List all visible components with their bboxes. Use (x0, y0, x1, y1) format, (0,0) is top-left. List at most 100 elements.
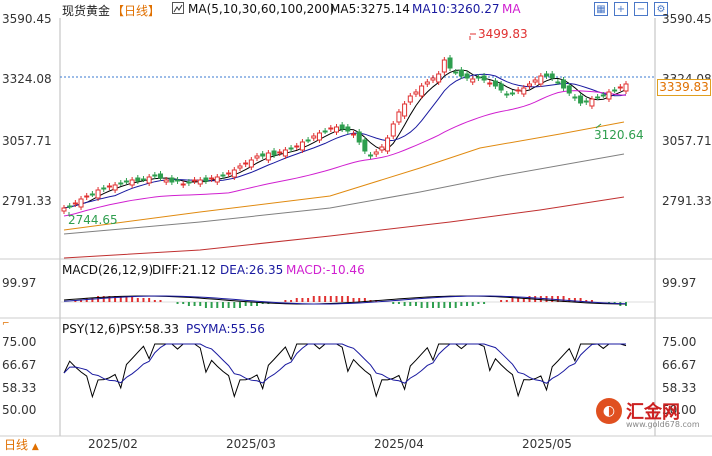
candle-body (186, 181, 192, 184)
candle-body (339, 124, 345, 130)
price-axis-right-4: 2791.33 (662, 194, 712, 208)
candle-body (402, 103, 408, 117)
ma5-line (63, 69, 627, 209)
candle-body (288, 147, 294, 150)
macd-dea-line (63, 295, 627, 305)
candle-body (311, 135, 317, 139)
price-axis-left-3: 3057.71 (2, 134, 52, 148)
psy-axis-left-2: 66.67 (2, 358, 37, 372)
candle-body (492, 80, 498, 87)
candle-body (396, 111, 402, 123)
candle-body (158, 173, 164, 179)
psy-value: PSY:58.33 (120, 322, 179, 336)
candle-body (549, 73, 555, 79)
ma10-value: MA10:3260.27 (412, 2, 500, 16)
candle-body (509, 92, 515, 95)
psy-axis-left-3: 58.33 (2, 381, 37, 395)
candle-body (623, 83, 629, 92)
candle-body (78, 198, 84, 208)
candle-body (180, 183, 186, 186)
ma100-line (63, 153, 625, 235)
zoom-out-icon[interactable]: − (634, 2, 648, 16)
candle-body (265, 152, 271, 161)
candle-body (430, 77, 436, 81)
candle-body (436, 73, 442, 83)
candle-body (470, 78, 476, 83)
price-axis-left-4: 2791.33 (2, 194, 52, 208)
candle-body (481, 75, 487, 81)
zoom-in-icon[interactable]: + (614, 2, 628, 16)
candle-body (407, 95, 413, 103)
period-selector-label: 日线 (4, 438, 29, 452)
triangle-up-icon: ▲ (31, 442, 39, 452)
candle-body (220, 174, 226, 177)
x-axis-label-mar: 2025/03 (226, 437, 276, 451)
ma-params-label[interactable]: MA(5,10,30,60,100,200) (188, 2, 335, 16)
psy-title[interactable]: PSY(12,6) (62, 322, 121, 336)
candle-body (373, 151, 379, 155)
candle-body (544, 73, 550, 77)
period-selector[interactable]: 日线 ▲ (0, 436, 52, 454)
candle-body (118, 182, 124, 185)
candle-body (197, 179, 203, 185)
candle-body (237, 165, 243, 169)
candle-body (192, 179, 198, 182)
start-low-annotation: 2744.65 (68, 213, 118, 227)
candle-body (282, 149, 288, 157)
candle-body (447, 57, 453, 69)
candle-body (453, 71, 459, 74)
symbol-name: 现货黄金 (62, 4, 111, 18)
ma200-line (63, 196, 625, 259)
candle-body (498, 83, 504, 91)
candle-body (419, 85, 425, 97)
candle-body (356, 131, 362, 143)
candle-body (504, 93, 510, 96)
grid-icon[interactable]: ▦ (594, 2, 608, 16)
candle-body (260, 153, 266, 157)
candle-body (254, 155, 260, 159)
candle-body (368, 154, 374, 157)
price-axis-left-1: 3590.45 (2, 12, 52, 26)
macd-diff-value: DIFF:21.12 (152, 263, 217, 277)
psy-axis-right-3: 58.33 (662, 381, 697, 395)
candle-body (475, 76, 481, 79)
high-annotation: 3499.83 (478, 27, 528, 41)
candle-body (464, 73, 470, 79)
candle-body (101, 187, 107, 190)
candle-body (526, 83, 532, 87)
x-axis-label-may: 2025/05 (522, 437, 572, 451)
candle-body (163, 179, 169, 183)
settings-icon[interactable]: ⚙ (654, 2, 668, 16)
candle-body (487, 82, 493, 85)
candle-body (572, 96, 578, 99)
candle-body (595, 96, 601, 99)
candle-body (345, 126, 351, 132)
candle-body (515, 89, 521, 92)
candle-body (95, 189, 101, 199)
candle-body (583, 100, 589, 103)
ma10-line (63, 73, 627, 209)
candle-body (390, 123, 396, 137)
recent-low-annotation: 3120.64 (594, 128, 644, 142)
candle-body (209, 177, 215, 180)
macd-title[interactable]: MACD(26,12,9) (62, 263, 154, 277)
watermark-logo-icon: ◐ (596, 398, 622, 424)
x-axis-label-feb: 2025/02 (88, 437, 138, 451)
period-label[interactable]: 【日线】 (112, 4, 161, 18)
candle-body (413, 91, 419, 95)
candle-body (135, 177, 141, 182)
ma-indicator-icon[interactable] (172, 2, 184, 14)
candle-body (152, 174, 158, 177)
macd-dea-value: DEA:26.35 (220, 263, 284, 277)
watermark-text: 汇金网 (626, 402, 680, 423)
price-axis-left-2: 3324.08 (2, 72, 52, 86)
candle-body (532, 79, 538, 83)
psy-axis-right-1: 75.00 (662, 335, 697, 349)
psy-axis-left-4: 50.00 (2, 403, 37, 417)
candle-body (617, 86, 623, 89)
candle-body (328, 127, 334, 130)
psyma-line (63, 343, 626, 384)
candle-body (600, 94, 606, 97)
candle-body (72, 202, 78, 205)
